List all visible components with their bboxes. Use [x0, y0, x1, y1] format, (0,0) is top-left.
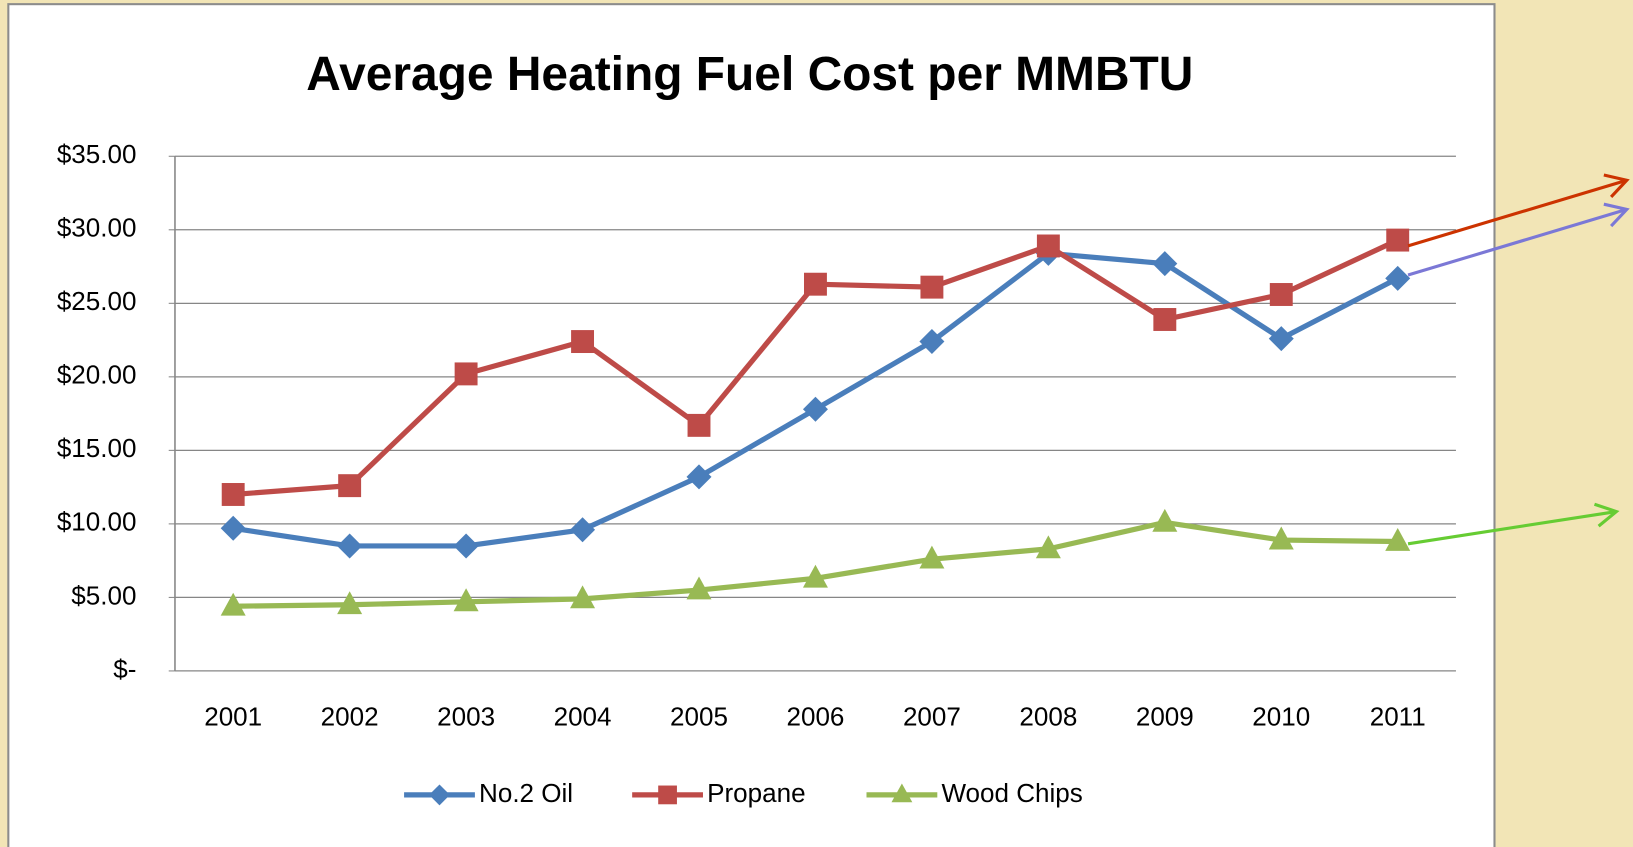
y-tick-label: $30.00: [57, 213, 137, 243]
marker: [1269, 283, 1293, 306]
x-tick-label: 2004: [554, 702, 612, 732]
arrow: [1407, 509, 1617, 546]
marker: [571, 330, 595, 354]
chart-title: Average Heating Fuel Cost per MMBTU: [306, 48, 1193, 101]
y-tick-label: $-: [113, 654, 136, 684]
x-tick-label: 2011: [1370, 702, 1426, 732]
legend-label: No.2 Oil: [479, 778, 573, 808]
marker: [220, 592, 246, 616]
marker: [337, 591, 363, 615]
marker: [686, 464, 712, 490]
x-tick-label: 2003: [437, 702, 495, 732]
marker: [220, 515, 246, 541]
marker: [919, 329, 945, 355]
marker: [1152, 508, 1178, 532]
plot: $- $5.00 $10.00 $15.00 $20.00 $25.00 $30.00 $35…: [57, 139, 1456, 808]
y-tick-label: $10.00: [57, 507, 137, 537]
x-tick-label: 2009: [1136, 702, 1194, 732]
marker: [920, 275, 944, 299]
y-tick-label: $25.00: [57, 286, 137, 316]
legend-marker: [429, 784, 450, 806]
arrow-head: [1593, 502, 1620, 528]
x-tick-label: 2001: [204, 702, 262, 732]
marker: [570, 585, 596, 609]
marker: [804, 272, 827, 296]
marker: [802, 564, 828, 588]
y-tick-label: $15.00: [57, 433, 137, 463]
x-tick-label: 2005: [670, 702, 728, 732]
y-tick-label: $35.00: [57, 139, 137, 169]
marker: [1268, 526, 1294, 550]
chart-area: [7, 3, 1496, 847]
x-tick-label: 2007: [903, 702, 961, 732]
legend-marker: [658, 785, 677, 805]
marker: [1036, 234, 1060, 258]
y-tick-label: $5.00: [71, 580, 136, 610]
marker: [919, 545, 945, 569]
marker: [1386, 228, 1410, 252]
legend-label: Propane: [707, 778, 805, 808]
legend-marker: [891, 783, 913, 803]
marker: [338, 474, 362, 498]
marker: [1385, 527, 1411, 551]
marker: [687, 413, 711, 437]
marker: [1152, 251, 1178, 277]
arrow-head: [1603, 173, 1630, 198]
x-tick-label: 2010: [1252, 702, 1310, 732]
x-tick-label: 2002: [321, 702, 379, 732]
y-tick-label: $20.00: [57, 360, 137, 390]
legend-label: Wood Chips: [941, 778, 1082, 808]
callout-arrows: [1407, 173, 1630, 546]
marker: [337, 533, 363, 559]
marker: [1035, 535, 1061, 559]
arrow-head: [1603, 202, 1630, 228]
marker: [454, 362, 478, 386]
arrow: [1407, 178, 1628, 248]
marker: [1153, 308, 1177, 331]
marker: [453, 588, 479, 612]
x-tick-label: 2008: [1019, 702, 1077, 732]
marker: [221, 483, 245, 506]
marker: [686, 576, 712, 600]
x-tick-label: 2006: [787, 702, 845, 732]
arrow: [1407, 207, 1628, 277]
